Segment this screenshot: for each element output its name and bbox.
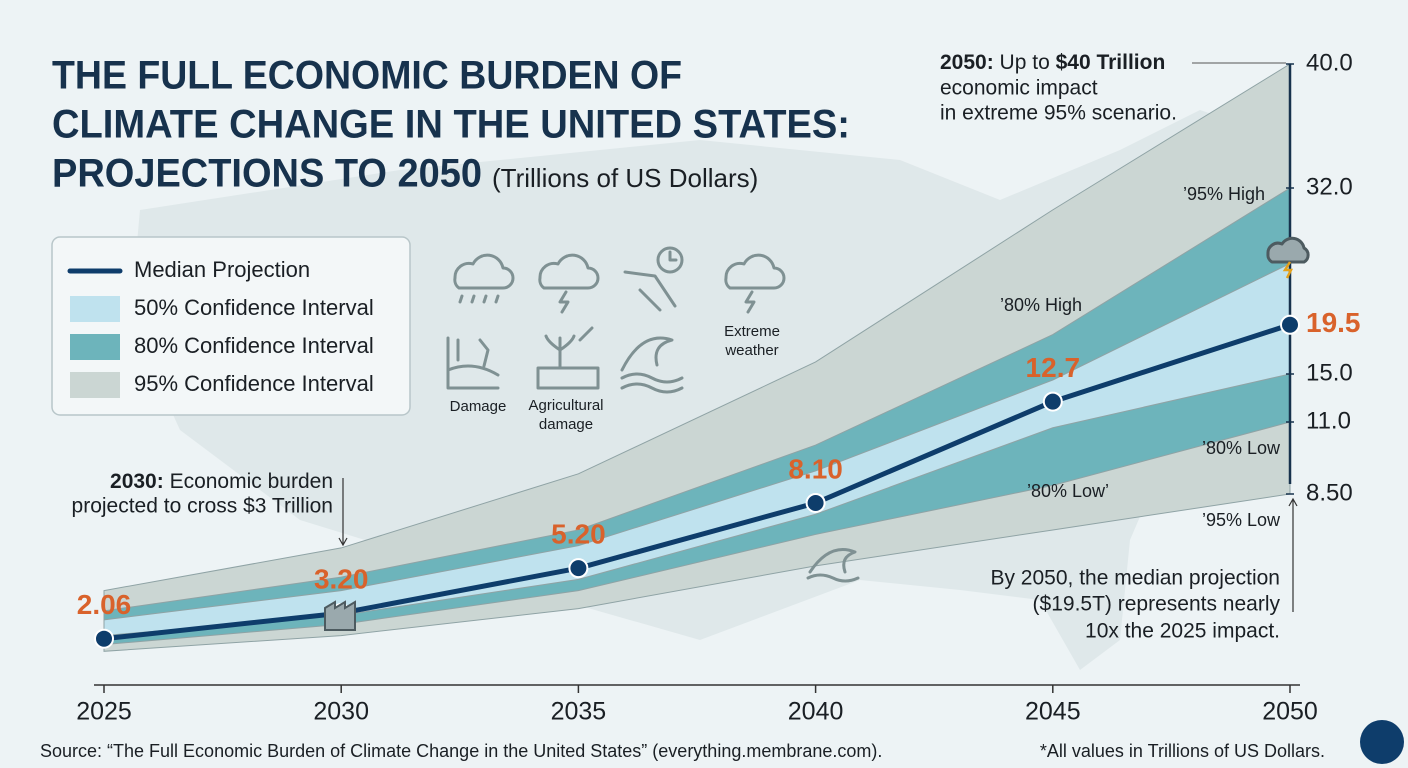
- icon-label: damage: [539, 416, 593, 433]
- title-line: CLIMATE CHANGE IN THE UNITED STATES:: [52, 103, 850, 147]
- band-label: ’95% High: [1183, 184, 1265, 204]
- band-label: ’80% High: [1000, 295, 1082, 315]
- annotation: ($19.5T) represents nearly: [1033, 593, 1281, 616]
- legend-swatch: [70, 334, 120, 360]
- annotation: economic impact: [940, 77, 1098, 100]
- y-tick-label: 11.0: [1306, 407, 1351, 434]
- legend-swatch: [70, 296, 120, 322]
- title-line: THE FULL ECONOMIC BURDEN OF: [52, 54, 682, 98]
- band-label: ’80% Low: [1202, 438, 1281, 458]
- annotation: in extreme 95% scenario.: [940, 102, 1177, 125]
- title-line: PROJECTIONS TO 2050: [52, 152, 482, 196]
- value-label: 3.20: [314, 563, 369, 594]
- median-point: [805, 492, 826, 513]
- median-point: [1042, 391, 1063, 412]
- annotation-text: Up to: [994, 51, 1056, 74]
- band-label: ’80% Low’: [1027, 481, 1109, 501]
- x-tick-label: 2050: [1262, 698, 1318, 726]
- icon-label: Damage: [450, 398, 507, 415]
- y-tick-label: 15.0: [1306, 359, 1353, 386]
- annotation-head: 2050:: [940, 51, 994, 74]
- legend-label: 50% Confidence Interval: [134, 295, 374, 320]
- annotation: 2050: Up to $40 Trillion: [940, 51, 1165, 74]
- icons: [324, 236, 1404, 764]
- y-tick-label: 8.50: [1306, 479, 1353, 506]
- x-tick-label: 2025: [76, 698, 132, 726]
- logo: [1360, 720, 1404, 764]
- legend-box: [51, 236, 411, 416]
- plot: 2025 2030 2035 2040 2045 2050 8.50 11.0 15.0 32.0…: [76, 49, 1360, 725]
- median-point: [568, 558, 589, 579]
- icon-label: Agricultural: [528, 397, 603, 414]
- legend-label: 95% Confidence Interval: [134, 371, 374, 396]
- legend: Median Projection 50% Confidence Interval…: [67, 257, 374, 398]
- x-tick-label: 2030: [313, 698, 369, 726]
- x-tick-label: 2045: [1025, 698, 1081, 726]
- value-label: 2.06: [77, 589, 132, 620]
- annotation-text: Economic burden: [164, 470, 333, 493]
- annotation: By 2050, the median projection: [990, 567, 1280, 590]
- x-tick-label: 2035: [551, 698, 607, 726]
- icon-label: Extreme: [724, 323, 780, 340]
- source: Source: “The Full Economic Burden of Cli…: [40, 741, 882, 761]
- icon-label: weather: [724, 342, 778, 359]
- annotation: 2030: Economic burden: [110, 470, 333, 493]
- y-tick-label: 40.0: [1306, 49, 1353, 76]
- median-point: [1280, 314, 1300, 335]
- legend-label: 80% Confidence Interval: [134, 333, 374, 358]
- footnote: *All values in Trillions of US Dollars.: [1040, 741, 1325, 761]
- value-label: 8.10: [788, 453, 843, 484]
- legend-swatch: [70, 372, 120, 398]
- annotation: projected to cross $3 Trillion: [72, 495, 333, 518]
- value-label: 19.5: [1306, 307, 1361, 338]
- lightning-icon: [1282, 261, 1294, 279]
- legend-label: Median Projection: [134, 257, 310, 282]
- arrow: [338, 478, 348, 547]
- annotation-head: 2030:: [110, 470, 164, 493]
- annotation-bold: $40 Trillion: [1056, 51, 1166, 74]
- band-label: ’95% Low: [1202, 510, 1281, 530]
- y-tick-label: 32.0: [1306, 173, 1353, 200]
- value-label: 12.7: [1026, 352, 1081, 383]
- x-tick-label: 2040: [788, 698, 844, 726]
- value-label: 5.20: [551, 519, 606, 550]
- arrow: [1288, 497, 1298, 612]
- median-line: [103, 322, 1291, 642]
- annotation: 10x the 2025 impact.: [1085, 620, 1280, 643]
- factory-icon: [324, 600, 356, 631]
- median-point: [94, 628, 114, 649]
- subtitle: (Trillions of US Dollars): [492, 163, 758, 193]
